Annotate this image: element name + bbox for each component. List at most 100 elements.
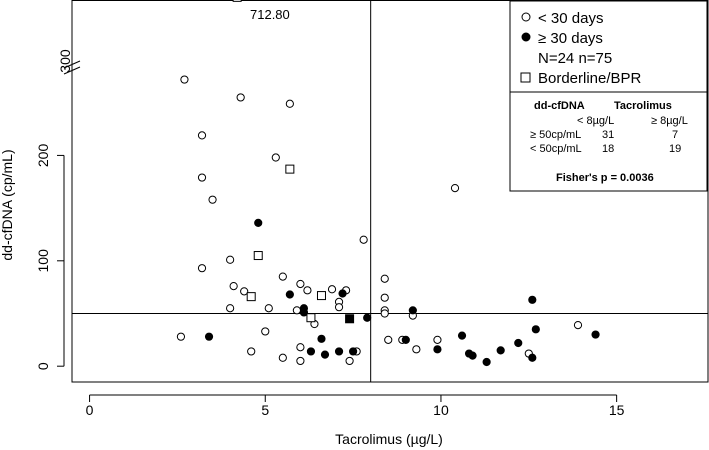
point-filled-circle (591, 330, 600, 339)
point-open-circle (573, 320, 583, 330)
outlier-label: 712.80 (250, 7, 290, 22)
point-open-circle (292, 306, 301, 315)
point-open-square (232, 0, 242, 2)
point-filled-circle (457, 331, 467, 340)
point-filled-circle (528, 295, 537, 304)
point-open-circle (285, 99, 294, 108)
point-filled-circle (299, 308, 309, 317)
point-filled-square (345, 314, 355, 324)
point-open-circle (412, 345, 421, 354)
point-open-circle (197, 131, 207, 140)
y-axis-break-mark (63, 60, 81, 75)
point-filled-circle (408, 306, 417, 315)
data-points (176, 0, 600, 367)
point-open-square (246, 292, 256, 302)
table-column-title: Tacrolimus (614, 100, 672, 112)
point-open-circle (384, 335, 393, 344)
point-open-circle (180, 75, 189, 84)
point-open-circle (278, 353, 287, 362)
y-tick-label: 100 (35, 249, 51, 273)
point-filled-circle (433, 345, 442, 354)
point-filled-circle (528, 353, 537, 362)
x-axis-title: Tacrolimus (µg/L) (335, 431, 443, 447)
legend-marker-filled-circle (521, 32, 531, 42)
point-filled-circle (306, 347, 316, 356)
y-axis-title: dd-cfDNA (cp/mL) (0, 149, 15, 260)
point-filled-circle (338, 289, 347, 298)
point-open-circle (264, 304, 273, 313)
point-filled-circle (401, 335, 410, 344)
point-open-circle (261, 327, 270, 336)
point-open-circle (271, 153, 280, 162)
legend-box (509, 0, 708, 93)
table-row-label-high: ≥ 50cp/mL (530, 129, 581, 141)
y-axis: 0 100 200 (35, 144, 65, 370)
y-tick-label-break: 300 (57, 49, 73, 73)
point-open-circle (236, 93, 245, 102)
point-open-circle (296, 279, 305, 289)
point-filled-circle (320, 350, 330, 359)
contingency-table-box (509, 91, 708, 192)
x-axis: 0 5 10 15 (86, 394, 625, 418)
point-filled-circle (254, 218, 263, 227)
point-filled-circle (496, 346, 505, 355)
point-open-circle (197, 264, 207, 273)
x-tick-label: 15 (609, 402, 625, 418)
point-filled-circle (204, 332, 214, 341)
table-col-header-low: < 8µg/L (577, 115, 614, 127)
point-open-circle (208, 195, 217, 204)
point-open-circle (226, 255, 235, 264)
table-title: dd-cfDNA (534, 100, 585, 112)
point-filled-circle (468, 351, 477, 360)
plot-frame (71, 0, 709, 383)
point-filled-circle (285, 290, 294, 299)
point-open-circle (278, 272, 287, 281)
table-footer-fisher: Fisher's p = 0.0036 (556, 172, 654, 184)
point-open-circle (240, 287, 249, 296)
table-cell-low-low: 18 (602, 143, 614, 155)
legend-label-borderline: Borderline/BPR (538, 70, 642, 87)
y-tick-label: 0 (35, 362, 51, 370)
point-open-circle (197, 173, 207, 182)
legend-label-over-30: ≥ 30 days (538, 30, 603, 47)
y-tick-label: 200 (35, 144, 51, 168)
point-open-circle (433, 335, 442, 344)
x-tick-label: 10 (433, 402, 449, 418)
point-open-square (285, 164, 295, 174)
legend-marker-open-circle (521, 12, 531, 22)
point-filled-circle (349, 347, 358, 356)
point-open-circle (247, 347, 256, 356)
point-open-square (253, 251, 263, 261)
point-open-circle (359, 235, 368, 244)
x-tick-label: 0 (86, 402, 94, 418)
table-col-header-high: ≥ 8µg/L (651, 115, 688, 127)
point-open-circle (380, 274, 389, 283)
point-open-circle (296, 356, 305, 366)
point-open-circle (450, 183, 460, 193)
point-open-square (306, 313, 316, 323)
point-open-circle (380, 309, 389, 318)
point-filled-circle (514, 338, 523, 348)
point-open-circle (229, 281, 238, 291)
point-filled-circle (482, 357, 491, 367)
point-open-circle (296, 343, 305, 352)
contingency-table: dd-cfDNA Tacrolimus < 8µg/L ≥ 8µg/L ≥ 50… (509, 91, 708, 192)
point-open-circle (380, 293, 389, 302)
table-cell-high-low: 31 (602, 129, 614, 141)
legend-marker-open-square (520, 72, 531, 83)
x-tick-label: 5 (261, 402, 269, 418)
point-open-circle (226, 304, 235, 313)
point-filled-circle (363, 313, 372, 322)
point-open-circle (303, 286, 312, 295)
point-open-circle (327, 285, 337, 294)
point-open-square (316, 291, 326, 301)
point-open-circle (334, 303, 344, 312)
point-filled-circle (531, 325, 540, 334)
point-open-circle (176, 332, 186, 341)
point-filled-circle (317, 334, 326, 343)
point-filled-circle (334, 347, 344, 356)
table-cell-low-high: 19 (669, 143, 681, 155)
table-cell-high-high: 7 (672, 129, 678, 141)
legend: < 30 days ≥ 30 days N=24 n=75 Borderline… (509, 0, 708, 93)
